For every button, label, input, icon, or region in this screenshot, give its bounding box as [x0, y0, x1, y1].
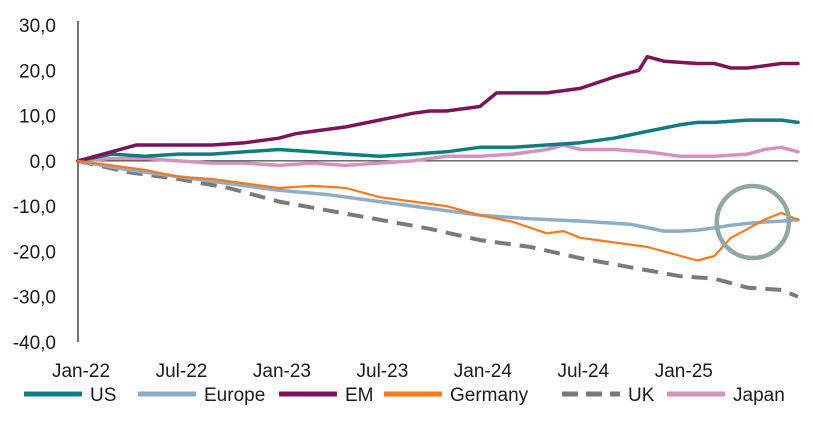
series-line-europe [76, 159, 800, 233]
legend-label: EM [345, 385, 374, 406]
legend-item-em: EM [279, 385, 374, 406]
x-tick-label: Jan-25 [655, 361, 713, 382]
series-line-us [76, 118, 800, 163]
series-line-uk [77, 158, 799, 299]
legend-item-japan: Japan [667, 385, 785, 406]
legend-item-europe: Europe [138, 385, 265, 406]
x-tick-label: Jul-24 [557, 361, 609, 382]
x-tick-label: Jan-23 [253, 361, 311, 382]
y-tick-label: 10,0 [19, 107, 56, 128]
y-tick-label: 0,0 [30, 152, 56, 173]
x-tick-label: Jan-22 [52, 361, 110, 382]
x-tick-label: Jul-23 [357, 361, 409, 382]
chart-legend: US Europe EM Germany UK Japan [24, 385, 785, 406]
legend-item-us: US [24, 385, 116, 406]
legend-label: Europe [204, 385, 265, 406]
legend-label: Germany [450, 385, 529, 406]
legend-item-germany: Germany [384, 385, 529, 406]
y-tick-label: 20,0 [19, 61, 56, 82]
series-line-japan [76, 143, 800, 168]
chart-annotation-layer [714, 183, 792, 261]
legend-item-uk: UK [562, 385, 655, 406]
chart-axes: 30,0 20,0 10,0 0,0 -10,0 -20,0 -30,0 -40,0 Jan-2… [13, 16, 798, 382]
y-tick-label: -40,0 [13, 333, 56, 354]
y-tick-label: 30,0 [19, 16, 56, 37]
legend-label: Japan [733, 385, 785, 406]
legend-label: US [90, 385, 116, 406]
x-tick-label: Jan-24 [454, 361, 513, 382]
series-line-em [76, 54, 800, 163]
y-tick-label: -10,0 [13, 197, 56, 218]
y-tick-label: -30,0 [13, 288, 56, 309]
legend-label: UK [628, 385, 655, 406]
x-tick-label: Jul-22 [156, 361, 208, 382]
y-tick-label: -20,0 [13, 242, 56, 263]
highlight-circle [714, 183, 792, 261]
chart-series-layer [76, 54, 800, 299]
